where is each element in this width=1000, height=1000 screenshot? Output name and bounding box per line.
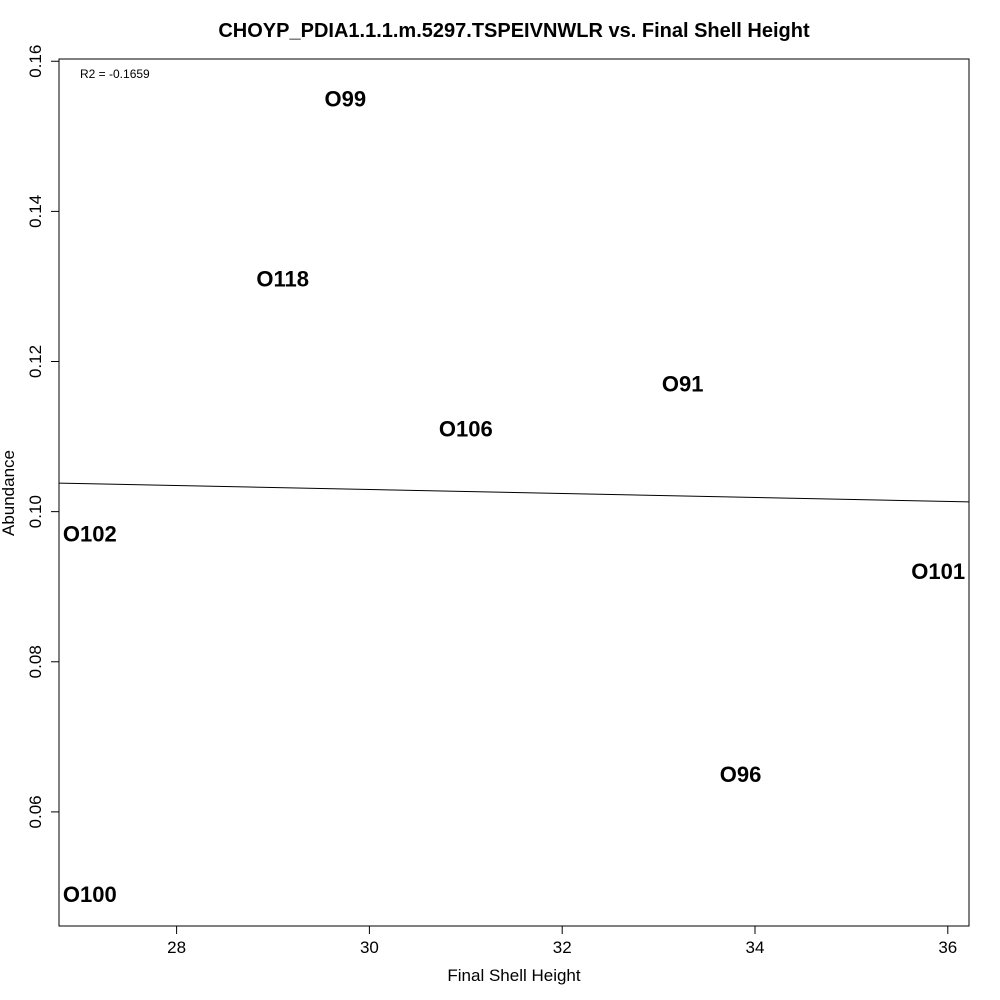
point-label: O91 [662,372,704,397]
y-tick-label: 0.14 [26,195,45,228]
point-label: O100 [63,882,117,907]
x-tick-label: 36 [938,938,957,957]
x-axis: 28 30 32 34 36 [167,925,957,957]
y-axis-label: Abundance [0,450,18,536]
x-tick-label: 30 [360,938,379,957]
y-tick-label: 0.08 [26,645,45,678]
x-tick-label: 32 [553,938,572,957]
regression-line [58,482,970,503]
y-tick-label: 0.16 [26,45,45,78]
x-axis-label: Final Shell Height [447,966,581,985]
chart-title: CHOYP_PDIA1.1.1.m.5297.TSPEIVNWLR vs. Fi… [218,20,810,42]
x-tick-label: 34 [746,938,765,957]
data-points: O99 O118 O91 O106 O102 O101 O96 O100 [63,86,965,907]
y-tick-label: 0.12 [26,345,45,378]
y-tick-label: 0.06 [26,795,45,828]
point-label: O96 [720,762,762,787]
r2-annotation: R2 = -0.1659 [80,67,150,81]
y-tick-label: 0.10 [26,495,45,528]
point-label: O101 [911,559,965,584]
point-label: O99 [325,86,367,111]
point-label: O102 [63,522,117,547]
point-label: O106 [439,417,493,442]
y-axis: 0.06 0.08 0.10 0.12 0.14 0.16 [26,45,60,828]
x-tick-label: 28 [167,938,186,957]
point-label: O118 [256,266,309,291]
